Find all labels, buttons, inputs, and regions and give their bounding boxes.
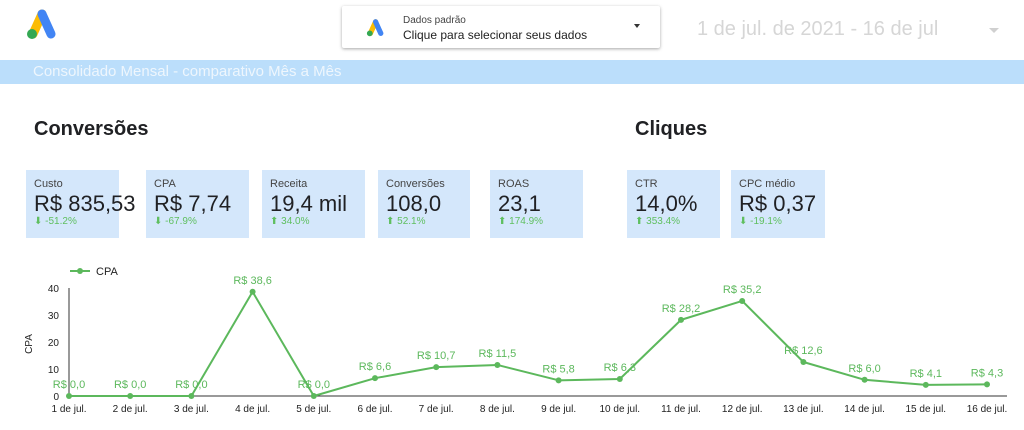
- legend-marker: [77, 268, 83, 274]
- legend-label: CPA: [96, 266, 118, 278]
- data-label: R$ 6,0: [848, 363, 880, 375]
- x-tick-label: 14 de jul.: [844, 404, 885, 415]
- scorecard-ctr: CTR 14,0% ⬆ 353.4%: [627, 170, 720, 238]
- scorecard-label: Conversões: [386, 178, 445, 190]
- banner-title: Consolidado Mensal - comparativo Mês a M…: [33, 63, 342, 80]
- data-point: [310, 393, 317, 399]
- y-tick-label: 0: [53, 392, 59, 403]
- data-point: [66, 393, 72, 399]
- series-line-cpa: [69, 290, 988, 397]
- scorecard-value: R$ 835,53: [34, 191, 136, 216]
- scorecard-label: CTR: [635, 178, 658, 190]
- data-source-value: Clique para selecionar seus dados: [403, 28, 588, 42]
- scorecard-value: 14,0%: [635, 191, 698, 216]
- x-tick-label: 5 de jul.: [296, 404, 331, 415]
- scorecard-delta: ⬆ 34.0%: [270, 216, 310, 227]
- x-tick-label: 12 de jul.: [722, 404, 763, 415]
- data-point: [555, 377, 562, 384]
- data-point: [739, 297, 746, 304]
- x-tick-label: 2 de jul.: [113, 404, 148, 415]
- data-label: R$ 0,0: [114, 379, 146, 391]
- data-label: R$ 4,3: [971, 367, 1003, 379]
- data-point: [433, 364, 440, 371]
- scorecard-delta: ⬆ 174.9%: [498, 216, 544, 227]
- data-label: R$ 5,8: [542, 363, 574, 375]
- scorecard-value: R$ 7,74: [154, 191, 232, 216]
- x-tick-label: 8 de jul.: [480, 404, 515, 415]
- x-tick-label: 15 de jul.: [906, 404, 947, 415]
- cpa-line-chart: 0 10 20 30 40 CPA 1 de jul. 2 de jul. 3 de jul. 4…: [24, 266, 1008, 415]
- y-tick-label: 20: [48, 338, 60, 349]
- data-label: R$ 0,0: [53, 379, 85, 391]
- x-tick-label: 1 de jul.: [51, 404, 86, 415]
- report-banner: Consolidado Mensal - comparativo Mês a M…: [0, 60, 1024, 84]
- scorecard-value: 23,1: [498, 191, 541, 216]
- scorecard-label: CPC médio: [739, 178, 796, 190]
- scorecard-label: CPA: [154, 178, 176, 190]
- data-point: [249, 288, 256, 295]
- x-tick-label: 9 de jul.: [541, 404, 576, 415]
- data-point: [494, 361, 501, 368]
- x-tick-label: 11 de jul.: [661, 404, 701, 415]
- data-label: R$ 6,3: [604, 362, 636, 374]
- data-point: [861, 376, 868, 383]
- date-range-picker[interactable]: 1 de jul. de 2021 - 16 de jul: [697, 18, 939, 40]
- x-tick-label: 6 de jul.: [357, 404, 392, 415]
- data-source-caption: Dados padrão: [403, 15, 466, 26]
- scorecard-value: 108,0: [386, 191, 442, 216]
- google-ads-logo: [27, 9, 56, 39]
- scorecard-delta: ⬇ -67.9%: [154, 216, 197, 227]
- data-label: R$ 0,0: [298, 379, 330, 391]
- scorecard-cost: Custo R$ 835,53 ⬇ -51.2%: [26, 170, 136, 238]
- data-label: R$ 6,6: [359, 361, 391, 373]
- scorecard-roas: ROAS 23,1 ⬆ 174.9%: [490, 170, 583, 238]
- data-label: R$ 35,2: [723, 284, 762, 296]
- scorecard-revenue: Receita 19,4 mil ⬆ 34.0%: [262, 170, 365, 238]
- data-label: R$ 38,6: [233, 275, 272, 287]
- scorecard-value: 19,4 mil: [270, 191, 348, 216]
- x-tick-label: 3 de jul.: [174, 404, 209, 415]
- data-label: R$ 12,6: [784, 345, 823, 357]
- scorecard-conversions: Conversões 108,0 ⬆ 52.1%: [378, 170, 470, 238]
- data-label: R$ 11,5: [479, 348, 517, 360]
- scorecard-value: R$ 0,37: [739, 191, 817, 216]
- x-tick-label: 4 de jul.: [235, 404, 270, 415]
- data-source-selector[interactable]: Dados padrão Clique para selecionar seus…: [342, 6, 660, 48]
- google-ads-icon: [366, 19, 384, 37]
- dropdown-arrow-icon: [634, 24, 640, 28]
- data-point: [372, 375, 378, 382]
- x-tick-label: 10 de jul.: [600, 404, 641, 415]
- scorecard-delta: ⬇ -51.2%: [34, 216, 77, 227]
- scorecard-label: ROAS: [498, 178, 530, 190]
- data-label: R$ 4,1: [910, 368, 942, 380]
- data-label: R$ 28,2: [662, 303, 701, 315]
- section-title-clicks: Cliques: [635, 118, 708, 140]
- y-tick-label: 40: [48, 284, 60, 295]
- scorecard-delta: ⬆ 52.1%: [386, 216, 426, 227]
- scorecard-label: Receita: [270, 178, 308, 190]
- x-tick-label: 13 de jul.: [783, 404, 824, 415]
- data-label: R$ 10,7: [417, 350, 456, 362]
- data-label: R$ 0,0: [175, 379, 207, 391]
- y-tick-label: 30: [48, 311, 60, 322]
- data-point: [984, 381, 990, 388]
- scorecard-label: Custo: [34, 178, 63, 190]
- x-tick-label: 16 de jul.: [967, 404, 1008, 415]
- data-point: [922, 381, 929, 388]
- scorecard-avg-cpc: CPC médio R$ 0,37 ⬇ -19.1%: [731, 170, 825, 238]
- data-point: [616, 375, 623, 382]
- scorecard-delta: ⬆ 353.4%: [635, 216, 681, 227]
- scorecard-cpa: CPA R$ 7,74 ⬇ -67.9%: [146, 170, 249, 238]
- data-point: [127, 393, 134, 399]
- scorecard-delta: ⬇ -19.1%: [739, 216, 782, 227]
- section-title-conversions: Conversões: [34, 118, 149, 140]
- y-tick-label: 10: [48, 365, 60, 376]
- data-point: [678, 316, 684, 323]
- data-point: [800, 358, 807, 365]
- x-tick-label: 7 de jul.: [419, 404, 454, 415]
- y-axis-label: CPA: [24, 334, 35, 354]
- data-point: [188, 393, 195, 399]
- date-range-dropdown-icon[interactable]: [989, 28, 999, 33]
